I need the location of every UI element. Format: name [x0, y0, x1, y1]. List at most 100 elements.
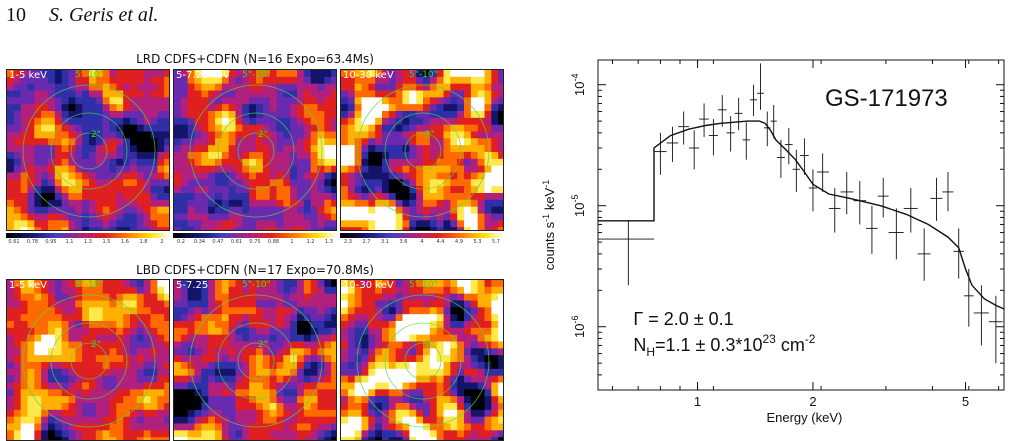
heatmap-pixel	[208, 83, 216, 92]
heatmap-pixel	[324, 76, 332, 85]
heatmap-pixel	[409, 368, 417, 377]
heatmap-pixel	[416, 280, 424, 288]
data-point	[726, 116, 735, 152]
heatmap-pixel	[470, 300, 479, 308]
heatmap-pixel	[354, 97, 363, 105]
heatmap-pixel	[310, 172, 319, 180]
heatmap-pixel	[150, 341, 158, 349]
heatmap-pixel	[13, 286, 22, 295]
heatmap-pixel	[256, 90, 264, 98]
heatmap-pixel	[235, 124, 243, 133]
heatmap-pixel	[484, 104, 492, 112]
heatmap-pixel	[109, 158, 117, 167]
heatmap-pixel	[228, 199, 237, 208]
data-point	[770, 104, 777, 139]
heatmap-pixel	[491, 307, 499, 315]
heatmap-pixel	[303, 396, 312, 404]
heatmap-pixel	[194, 83, 202, 92]
heatmap-pixel	[54, 314, 63, 322]
heatmap-pixel	[180, 179, 189, 187]
heatmap-pixel	[82, 321, 90, 329]
heatmap-pixel	[429, 403, 438, 411]
heatmap-pixel	[331, 375, 336, 384]
heatmap-pixel	[269, 131, 278, 139]
heatmap-pixel	[157, 423, 165, 431]
heatmap-pixel	[276, 186, 284, 194]
heatmap-pixel	[123, 423, 131, 431]
heatmap-pixel	[34, 341, 42, 349]
heatmap-pixel	[262, 76, 271, 85]
heatmap-pixel	[498, 368, 503, 377]
heatmap-pixel	[215, 83, 223, 92]
heatmap-pixel	[310, 83, 319, 92]
heatmap-pixel	[361, 403, 369, 411]
heatmap-pixel	[228, 375, 237, 384]
heatmap-pixel	[443, 104, 451, 112]
heatmap-pixel	[477, 90, 486, 98]
heatmap-pixel	[201, 90, 209, 98]
heatmap-pixel	[409, 83, 417, 92]
heatmap-pixel	[341, 403, 349, 411]
heatmap-pixel	[228, 124, 237, 133]
heatmap-pixel	[235, 286, 243, 295]
heatmap-pixel	[41, 423, 49, 431]
heatmap-pixel	[331, 314, 336, 322]
heatmap-pixel	[290, 348, 298, 356]
heatmap-pixel	[208, 355, 216, 363]
heatmap-pixel	[470, 111, 479, 119]
heatmap-pixel	[180, 172, 189, 180]
aperture-ring	[22, 84, 156, 218]
heatmap-pixel	[409, 220, 417, 228]
heatmap-pixel	[194, 111, 202, 119]
heatmap-pixel	[235, 165, 243, 174]
heatmap-pixel	[477, 382, 486, 390]
heatmap-pixel	[102, 179, 111, 187]
heatmap-pixel	[89, 382, 97, 390]
heatmap-pixel	[303, 152, 312, 160]
heatmap-pixel	[7, 423, 15, 431]
heatmap-pixel	[262, 193, 271, 201]
heatmap-pixel	[221, 286, 230, 295]
heatmap-pixel	[354, 145, 363, 153]
heatmap-pixel	[208, 382, 216, 390]
heatmap-pixel	[423, 368, 431, 377]
heatmap-pixel	[443, 138, 451, 146]
heatmap-pixel	[303, 280, 312, 288]
heatmap-pixel	[150, 321, 158, 329]
heatmap-pixel	[75, 165, 83, 174]
heatmap-pixel	[436, 334, 445, 343]
heatmap-pixel	[7, 104, 15, 112]
heatmap-pixel	[41, 416, 49, 425]
heatmap-pixel	[13, 416, 22, 425]
heatmap-pixel	[201, 416, 209, 425]
heatmap-pixel	[303, 193, 312, 201]
heatmap-pixel	[242, 300, 250, 308]
heatmap-pixel	[194, 334, 202, 343]
heatmap-pixel	[324, 409, 332, 418]
heatmap-pixel	[61, 396, 70, 404]
heatmap-pixel	[457, 138, 465, 146]
heatmap-pixel	[457, 220, 465, 228]
heatmap-pixel	[61, 409, 70, 418]
heatmap-pixel	[297, 382, 305, 390]
heatmap-pixel	[102, 124, 111, 133]
heatmap-pixel	[402, 158, 410, 167]
heatmap-pixel	[20, 111, 29, 119]
heatmap-pixel	[457, 389, 465, 397]
heatmap-pixel	[82, 327, 90, 336]
heatmap-pixel	[221, 76, 230, 85]
heatmap-pixel	[443, 213, 451, 221]
heatmap-pixel	[409, 227, 417, 230]
heatmap-pixel	[491, 131, 499, 139]
heatmap-pixel	[34, 97, 42, 105]
heatmap-pixel	[402, 321, 410, 329]
heatmap-pixel	[409, 280, 417, 288]
aperture-ring	[70, 132, 108, 170]
heatmap-pixel	[347, 158, 356, 167]
colorbar-tick-label: 1.6	[121, 239, 129, 245]
heatmap-pixel	[416, 334, 424, 343]
heatmap-pixel	[368, 90, 376, 98]
heatmap-pixel	[27, 348, 35, 356]
heatmap-pixel	[297, 368, 305, 377]
nh-unit-exponent: -2	[805, 332, 816, 346]
